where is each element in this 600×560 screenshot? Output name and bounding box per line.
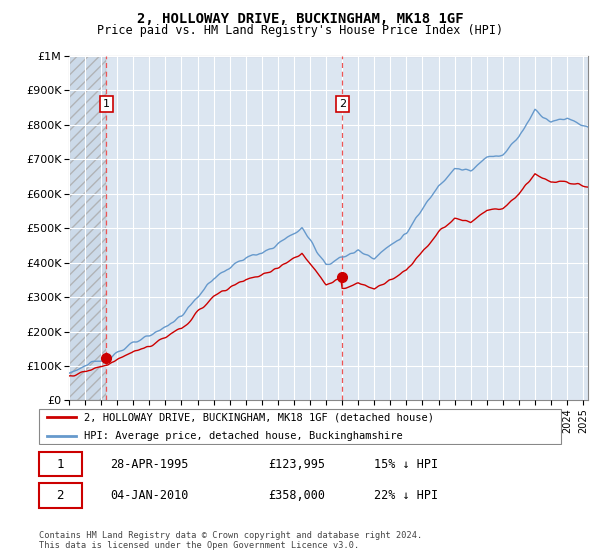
Text: 2, HOLLOWAY DRIVE, BUCKINGHAM, MK18 1GF: 2, HOLLOWAY DRIVE, BUCKINGHAM, MK18 1GF: [137, 12, 463, 26]
Text: 22% ↓ HPI: 22% ↓ HPI: [374, 489, 438, 502]
Text: 2, HOLLOWAY DRIVE, BUCKINGHAM, MK18 1GF (detached house): 2, HOLLOWAY DRIVE, BUCKINGHAM, MK18 1GF …: [83, 412, 434, 422]
FancyBboxPatch shape: [38, 483, 82, 508]
Text: 04-JAN-2010: 04-JAN-2010: [110, 489, 188, 502]
FancyBboxPatch shape: [38, 452, 82, 477]
Text: 2: 2: [56, 489, 64, 502]
Text: £358,000: £358,000: [268, 489, 325, 502]
Text: 28-APR-1995: 28-APR-1995: [110, 458, 188, 470]
Text: Contains HM Land Registry data © Crown copyright and database right 2024.
This d: Contains HM Land Registry data © Crown c…: [39, 531, 422, 550]
Text: £123,995: £123,995: [268, 458, 325, 470]
Text: 1: 1: [56, 458, 64, 470]
Text: 1: 1: [103, 99, 110, 109]
Text: Price paid vs. HM Land Registry's House Price Index (HPI): Price paid vs. HM Land Registry's House …: [97, 24, 503, 36]
FancyBboxPatch shape: [38, 409, 562, 444]
Text: 2: 2: [339, 99, 346, 109]
Text: 15% ↓ HPI: 15% ↓ HPI: [374, 458, 438, 470]
Text: HPI: Average price, detached house, Buckinghamshire: HPI: Average price, detached house, Buck…: [83, 431, 402, 441]
